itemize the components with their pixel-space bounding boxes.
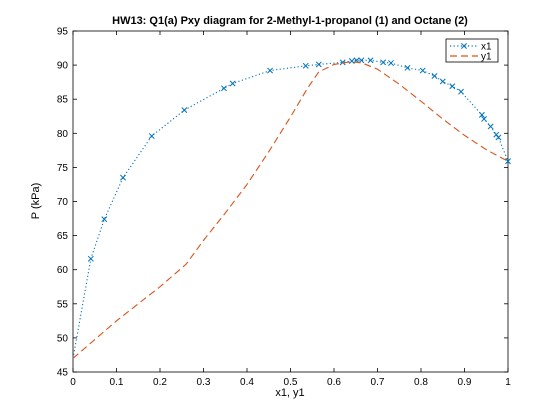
data-point-x1	[148, 133, 155, 139]
legend-x-marker	[461, 43, 467, 49]
plot-area	[72, 30, 509, 373]
ticks-layer: 0 0.1 0.2 0.3 0.4 0.5 0.6 0.7 0.8 0.9 1 45 50 55 60 65 7…	[57, 27, 511, 389]
data-point-x1	[458, 88, 464, 95]
legend: x1 y1	[445, 38, 499, 63]
data-point-x1	[478, 111, 485, 118]
y-tick-label: 50	[57, 333, 69, 344]
x-axis-label: x1, y1	[275, 387, 304, 399]
data-point-x1	[388, 60, 394, 67]
x-tick-label: 0.4	[240, 377, 254, 388]
data-point-x1	[439, 78, 446, 85]
data-point-x1	[419, 67, 426, 74]
x-tick-label: 0.7	[371, 377, 385, 388]
x-tick-label: 0.5	[284, 377, 298, 388]
y-tick-label: 80	[57, 129, 69, 140]
data-point-x1	[348, 58, 355, 64]
y-tick-label: 90	[57, 61, 69, 72]
data-point-x1	[87, 255, 94, 262]
data-point-x1	[220, 85, 227, 92]
y-tick-label: 95	[57, 27, 69, 38]
y-tick-label: 55	[57, 299, 69, 310]
x-tick-label: 0.9	[458, 377, 472, 388]
legend-box	[445, 38, 499, 63]
x-tick-label: 0.8	[414, 377, 428, 388]
y-tick-label: 45	[57, 368, 69, 379]
legend-label-x1: x1	[481, 42, 492, 53]
y-axis-label: P (kPa)	[30, 183, 42, 219]
y-tick-label: 70	[57, 197, 69, 208]
data-point-x1	[101, 216, 108, 223]
legend-label-y1: y1	[481, 52, 492, 63]
x-tick-label: 0.6	[327, 377, 341, 388]
data-point-x1	[487, 123, 494, 130]
data-point-x1	[229, 80, 236, 87]
data-point-x1	[481, 116, 488, 122]
data-point-x1	[380, 59, 387, 66]
data-point-x1	[120, 174, 126, 181]
series-line-y1	[72, 61, 509, 359]
data-point-x1	[181, 107, 188, 114]
chart-title: HW13: Q1(a) Pxy diagram for 2-Methyl-1-p…	[112, 15, 468, 27]
x-tick-label: 0	[70, 377, 76, 388]
data-point-x1	[449, 83, 456, 90]
data-point-x1	[495, 134, 502, 141]
data-point-x1	[315, 61, 322, 68]
data-point-x1	[367, 57, 374, 64]
x-tick-label: 1	[505, 377, 511, 388]
data-point-x1	[339, 59, 346, 66]
y-tick-label: 60	[57, 265, 69, 276]
y-tick-label: 75	[57, 163, 69, 174]
data-point-x1	[431, 73, 438, 79]
series-layer	[72, 57, 511, 359]
legend-marker-x1	[461, 43, 467, 49]
data-point-x1	[505, 158, 511, 165]
x-tick-label: 0.1	[110, 377, 124, 388]
data-point-x1	[302, 62, 309, 69]
data-point-x1	[267, 67, 274, 74]
data-point-x1	[404, 64, 411, 71]
y-tick-label: 65	[57, 231, 69, 242]
y-tick-label: 85	[57, 95, 69, 106]
x-tick-label: 0.3	[197, 377, 211, 388]
data-point-x1	[358, 57, 365, 64]
x-tick-label: 0.2	[153, 377, 167, 388]
